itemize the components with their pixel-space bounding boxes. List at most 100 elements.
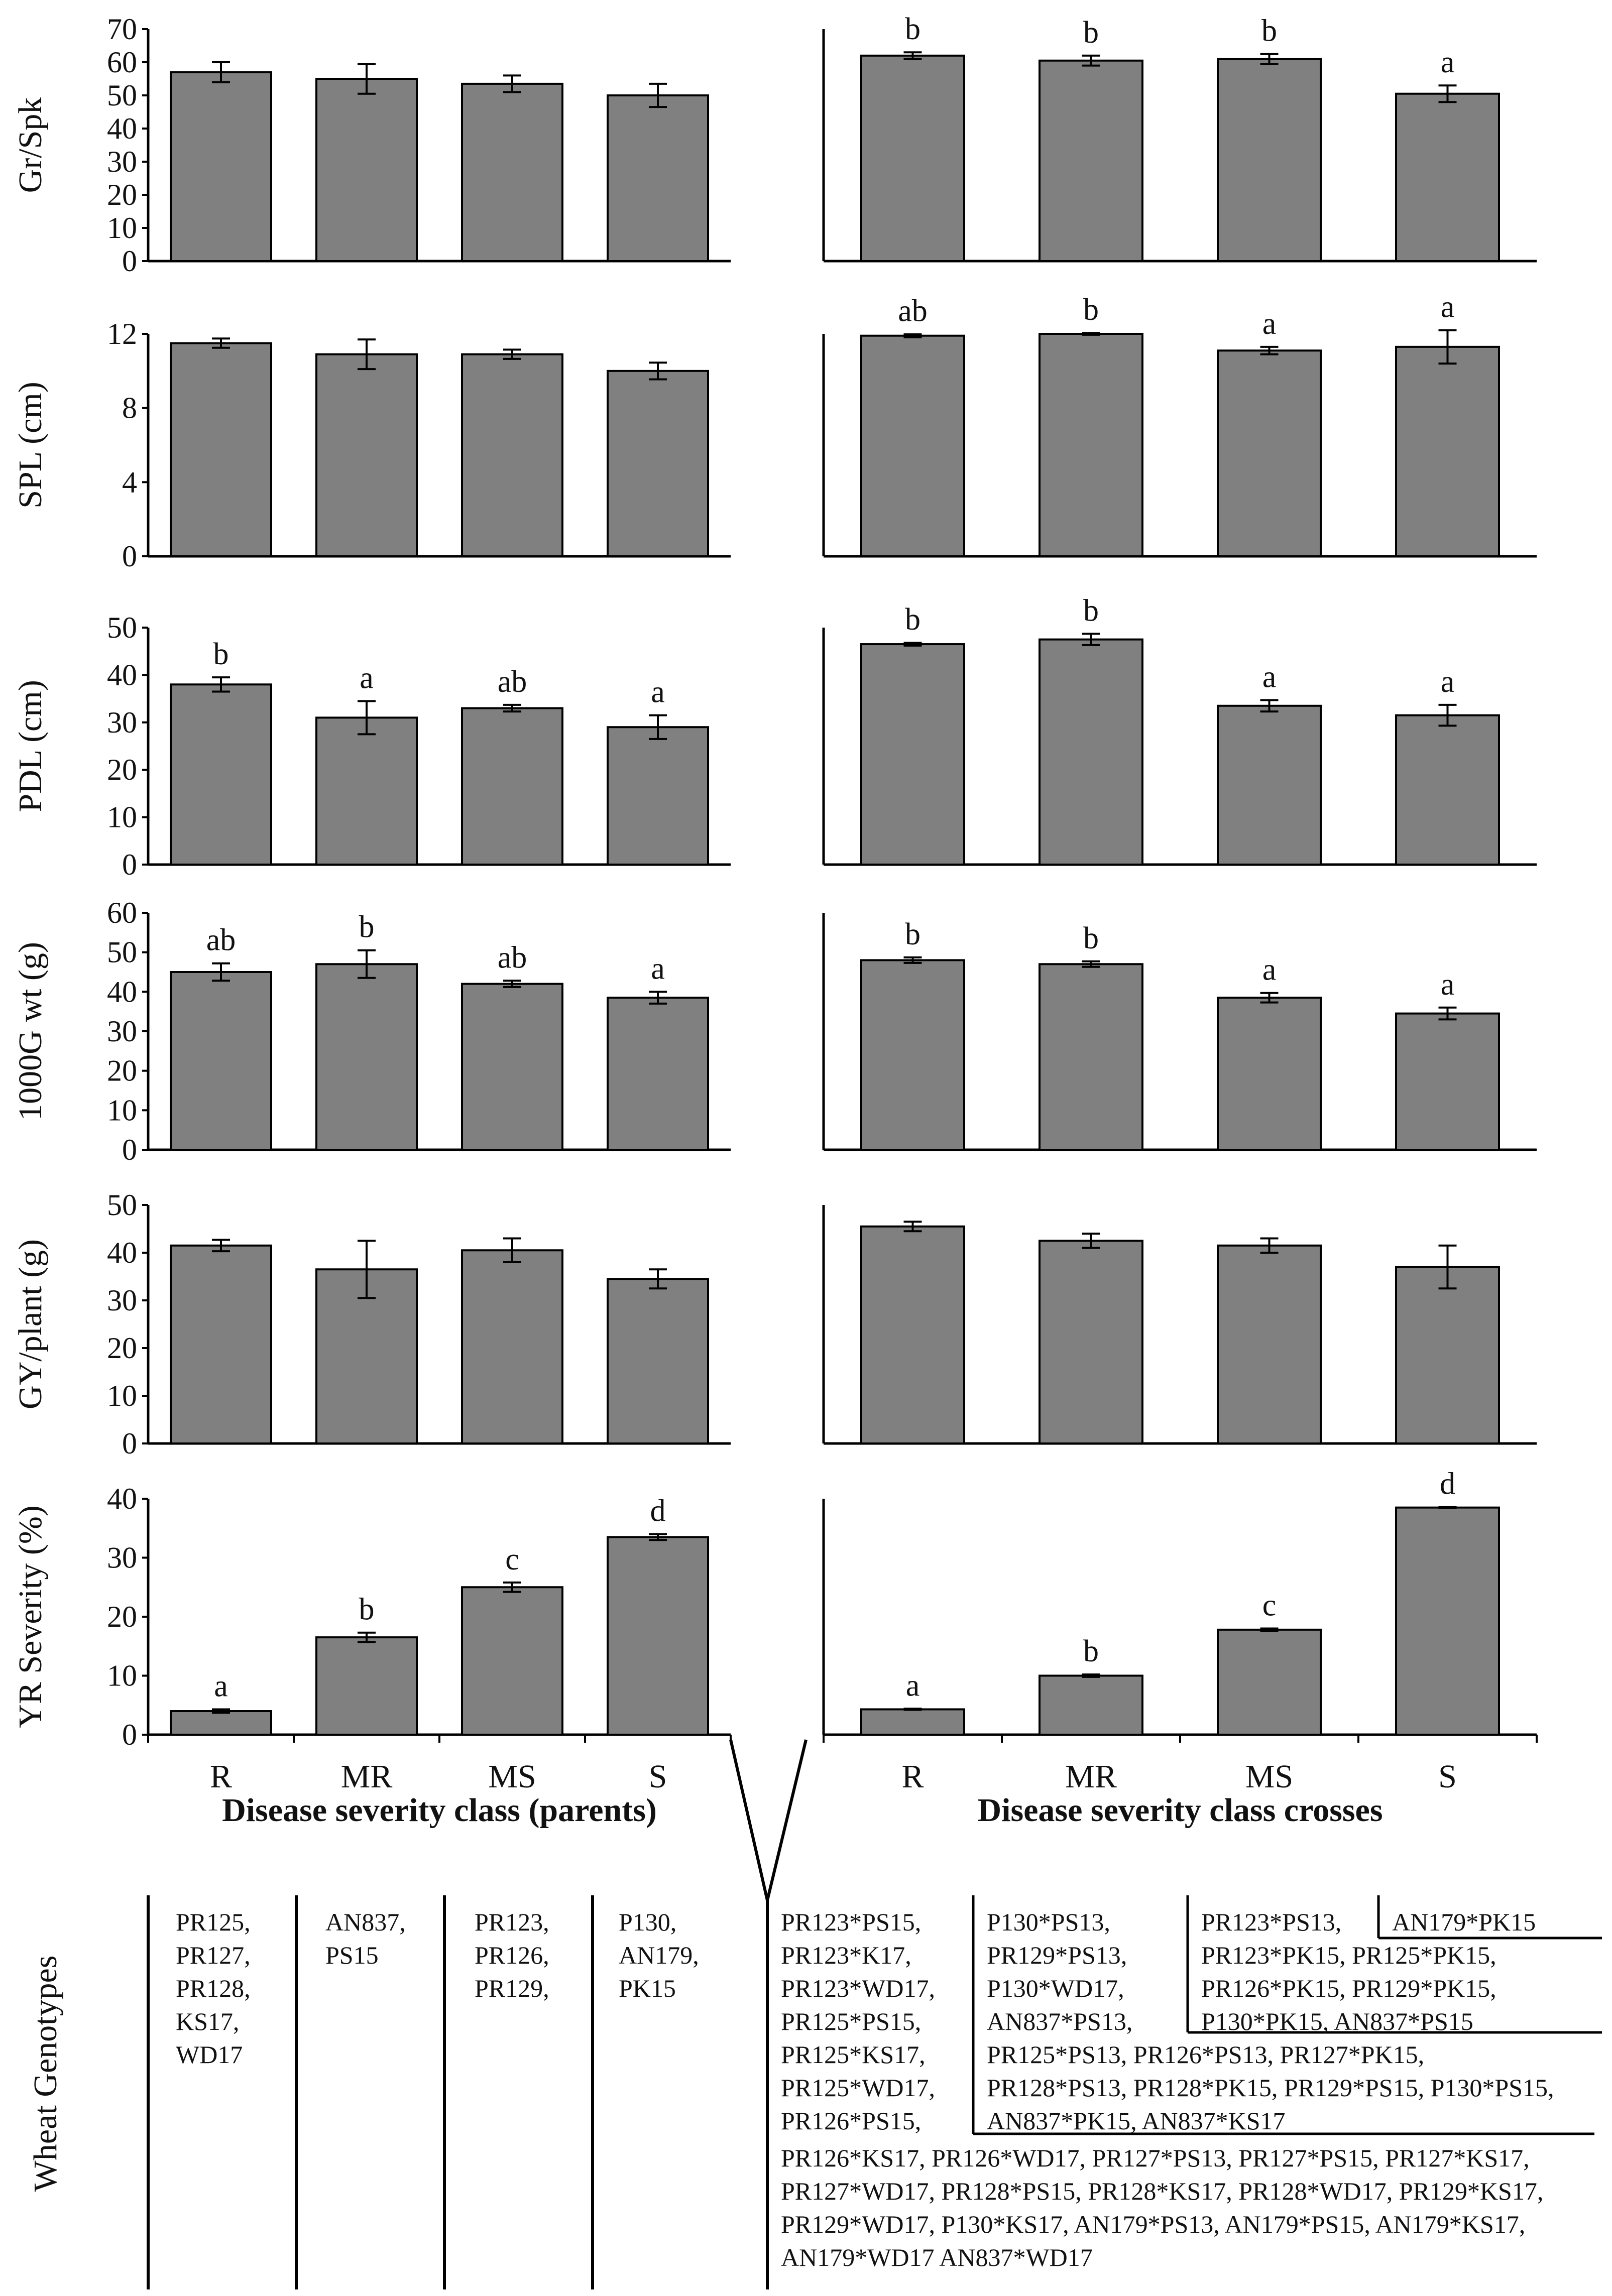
significance-letter: a	[1262, 307, 1277, 341]
bar-MS	[1217, 58, 1322, 263]
significance-letter: b	[359, 910, 375, 944]
bar-S	[1395, 92, 1500, 262]
y-tick-label: 10	[107, 1379, 137, 1412]
y-tick-label: 50	[107, 1188, 137, 1222]
significance-letter: ab	[498, 940, 527, 975]
y-tick-label: 30	[107, 706, 137, 739]
parent-genotype: AN179,	[619, 1941, 699, 1969]
bar-MR	[1039, 638, 1143, 866]
y-tick-label: 0	[122, 1427, 137, 1460]
category-label-R: R	[901, 1758, 924, 1795]
bar-S	[1395, 1266, 1500, 1444]
category-label-S: S	[1438, 1758, 1457, 1795]
bar-MS	[1217, 1244, 1322, 1444]
bar-R	[170, 342, 272, 557]
significance-letter: d	[650, 1494, 666, 1528]
y-tick-label: 30	[107, 1015, 137, 1048]
crosses-chart: b b a a	[822, 593, 1537, 866]
y-tick-label: 10	[107, 1659, 137, 1693]
category-label-MS: MS	[1245, 1758, 1293, 1795]
y-tick-label: 20	[107, 1332, 137, 1365]
parents-chart: 0 10 20 30 40 50	[107, 1188, 731, 1460]
bar-MR	[1039, 333, 1143, 557]
parent-genotype: WD17	[176, 2040, 243, 2069]
significance-letter: a	[360, 661, 374, 695]
bar-S	[607, 1278, 709, 1444]
bar-MR	[315, 716, 418, 866]
parent-genotype: PR125,	[176, 1908, 251, 1936]
bar-S	[1395, 1012, 1500, 1151]
y-tick-label: 40	[107, 1236, 137, 1269]
y-tick-label: 50	[107, 936, 137, 969]
crosses-chart: ab b a a	[822, 290, 1537, 558]
y-tick-label: 70	[107, 13, 137, 46]
crosses-chart: b b ba	[822, 12, 1537, 263]
cross-genotype-MR: PR125*PS13, PR126*PS13, PR127*PK15,	[987, 2040, 1424, 2069]
y-tick-label: 60	[107, 46, 137, 79]
significance-letter: a	[651, 951, 665, 986]
significance-letter: a	[1441, 665, 1455, 699]
cross-genotype-MS: PR126*PK15, PR129*PK15,	[1201, 1974, 1496, 2002]
significance-letter: a	[214, 1669, 228, 1703]
parent-genotype: PK15	[619, 1974, 676, 2002]
y-tick-label: 4	[122, 465, 137, 499]
x-axis-title-parents: Disease severity class (parents)	[222, 1792, 657, 1829]
connector-line	[766, 1739, 808, 1901]
bar-MS	[461, 1249, 563, 1444]
bar-S	[1395, 345, 1500, 557]
cross-genotype-R: PR125*PS15,	[781, 2007, 921, 2035]
significance-letter: b	[905, 917, 920, 951]
parent-genotype: PR128,	[176, 1974, 251, 2002]
cross-genotype-MR: AN837*PS13,	[987, 2007, 1132, 2035]
bar-MS	[461, 353, 563, 557]
panel-2: SPL (cm) 0 4 8 12 ab b a a	[12, 290, 1537, 573]
y-axis-title: 1000G wt (g)	[12, 942, 49, 1121]
bar-MS	[1217, 704, 1322, 866]
panel-6: YR Severity (%) 0 10 20 30 40 a b c d a b c d	[12, 1467, 1537, 1751]
category-label-S: S	[649, 1758, 667, 1795]
significance-letter: b	[905, 12, 920, 46]
genotype-table: Wheat Genotypes PR125, PR127, PR128, KS17, WD…	[27, 1739, 1602, 2289]
category-label-R: R	[210, 1758, 232, 1795]
y-tick-label: 12	[107, 317, 137, 350]
bar-MS	[461, 707, 563, 866]
y-tick-label: 40	[107, 658, 137, 691]
y-tick-label: 50	[107, 79, 137, 112]
cross-genotype-MS: P130*PK15, AN837*PS15	[1201, 2007, 1473, 2035]
genotypes-title: Wheat Genotypes	[27, 1956, 64, 2192]
bar-MR	[1039, 59, 1143, 262]
y-tick-label: 50	[107, 611, 137, 644]
cross-genotype-MR: PR128*PS13, PR128*PK15, PR129*PS15, P130…	[987, 2074, 1554, 2102]
significance-letter: b	[1083, 16, 1099, 50]
bar-S	[1395, 1506, 1500, 1736]
cross-genotype-R: PR123*K17,	[781, 1941, 911, 1969]
y-axis-title: SPL (cm)	[12, 382, 49, 508]
y-tick-label: 10	[107, 801, 137, 834]
y-tick-label: 8	[122, 392, 137, 425]
significance-letter: c	[505, 1542, 519, 1577]
significance-letter: a	[1262, 660, 1277, 694]
category-label-MR: MR	[341, 1758, 393, 1795]
bar-S	[607, 94, 709, 262]
y-tick-label: 20	[107, 1600, 137, 1633]
cross-genotype-R: PR129*WD17, P130*KS17, AN179*PS13, AN179…	[781, 2210, 1525, 2238]
parent-genotype: P130,	[619, 1908, 676, 1936]
significance-letter: a	[1262, 953, 1277, 987]
y-axis-title: GY/plant (g)	[12, 1239, 49, 1409]
y-tick-label: 40	[107, 112, 137, 145]
bar-R	[860, 1708, 965, 1736]
bar-S	[1395, 714, 1500, 866]
significance-letter: a	[651, 675, 665, 709]
significance-letter: ab	[498, 665, 527, 699]
y-tick-label: 10	[107, 1094, 137, 1127]
bar-R	[170, 1244, 272, 1444]
bar-S	[607, 370, 709, 557]
y-tick-label: 30	[107, 1541, 137, 1575]
bar-MS	[461, 983, 563, 1151]
bar-S	[607, 997, 709, 1151]
parent-genotype: KS17,	[176, 2007, 239, 2035]
